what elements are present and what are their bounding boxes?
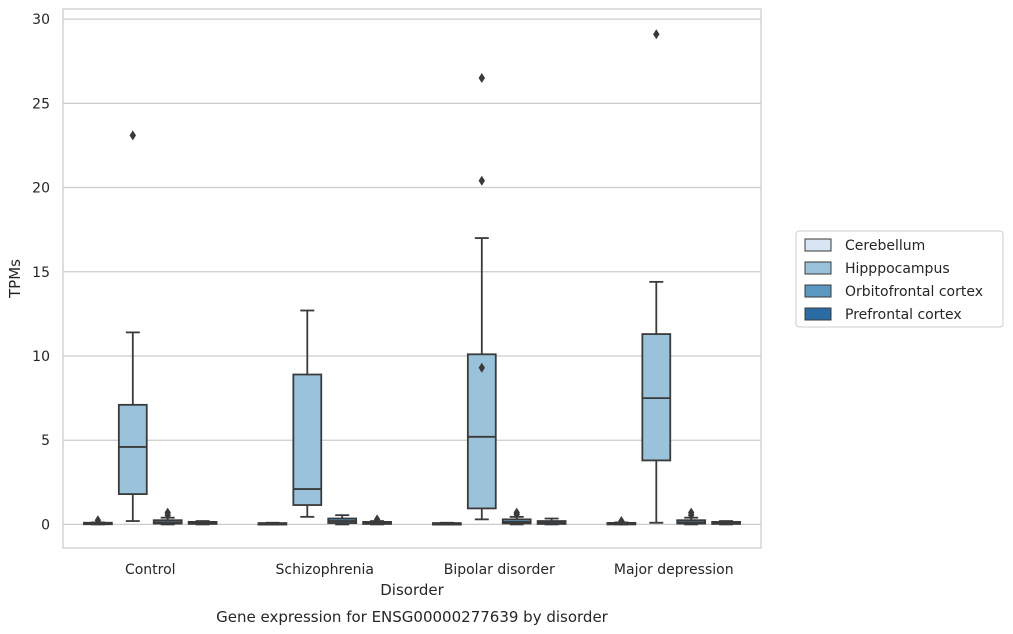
box-prefrontal-cortex-2: [536, 517, 567, 526]
x-tick-label: Bipolar disorder: [444, 562, 555, 578]
box-hipppocampus-2: [466, 73, 497, 521]
legend-item: Prefrontal cortex: [804, 307, 962, 323]
legend-swatch: [804, 307, 832, 321]
box-cerebellum-0: [83, 515, 113, 526]
x-axis-label: Disorder: [380, 581, 444, 599]
x-tick-label: Major depression: [614, 562, 734, 578]
box-prefrontal-cortex-3: [711, 520, 741, 526]
y-tick-label: 25: [32, 96, 50, 112]
outlier-marker: [478, 175, 485, 186]
box-cerebellum-2: [432, 521, 462, 526]
chart-caption: Gene expression for ENSG00000277639 by d…: [216, 608, 609, 626]
legend-label: Prefrontal cortex: [845, 307, 962, 323]
outlier-marker: [688, 507, 695, 518]
grid-lines: [63, 18, 761, 526]
y-axis-ticks: 0 5 10 15 20 25 30: [32, 12, 50, 533]
y-tick-label: 10: [32, 349, 50, 365]
legend-label: Hipppocampus: [845, 261, 950, 277]
outlier-marker: [653, 29, 660, 40]
y-tick-label: 20: [32, 181, 50, 197]
box-hipppocampus-1: [292, 309, 323, 518]
outlier-marker: [618, 516, 625, 527]
box-cerebellum-3: [606, 516, 637, 527]
y-tick-label: 30: [32, 12, 50, 28]
legend-item: Orbitofrontal cortex: [804, 284, 983, 300]
box-orbitofrontal-cortex-2: [501, 507, 532, 526]
y-tick-label: 0: [41, 517, 50, 533]
legend-label: Orbitofrontal cortex: [845, 284, 983, 300]
legend-swatch: [804, 238, 832, 252]
box-prefrontal-cortex-0: [187, 520, 218, 526]
legend-label: Cerebellum: [845, 238, 925, 254]
box-orbitofrontal-cortex-3: [676, 507, 707, 526]
box-orbitofrontal-cortex-1: [327, 514, 358, 526]
y-tick-label: 15: [32, 265, 50, 281]
box-orbitofrontal-cortex-0: [152, 507, 183, 526]
legend-item: Hipppocampus: [804, 261, 950, 277]
x-axis-ticks: Control Schizophrenia Bipolar disorder Majo…: [125, 562, 734, 578]
box-cerebellum-1: [257, 521, 288, 526]
y-tick-label: 5: [41, 433, 50, 449]
box-hipppocampus-3: [641, 29, 672, 524]
outlier-marker: [129, 130, 136, 141]
legend-item: Cerebellum: [804, 238, 925, 254]
x-tick-label: Schizophrenia: [276, 562, 374, 578]
legend: Cerebellum Hipppocampus Orbitofrontal cort…: [795, 230, 1004, 328]
outlier-marker: [94, 515, 102, 526]
y-axis-label: TPMs: [6, 259, 24, 299]
box-hipppocampus-0: [117, 130, 148, 522]
box-prefrontal-cortex-1: [362, 514, 392, 526]
legend-swatch: [804, 284, 832, 298]
box-plots: [83, 29, 741, 527]
outlier-marker: [513, 507, 520, 518]
outlier-marker: [164, 507, 171, 518]
outlier-marker: [478, 362, 485, 373]
outlier-marker: [373, 514, 381, 525]
plot-frame: [62, 8, 762, 549]
legend-swatch: [804, 261, 832, 275]
outlier-marker: [478, 73, 485, 84]
x-tick-label: Control: [125, 562, 176, 578]
